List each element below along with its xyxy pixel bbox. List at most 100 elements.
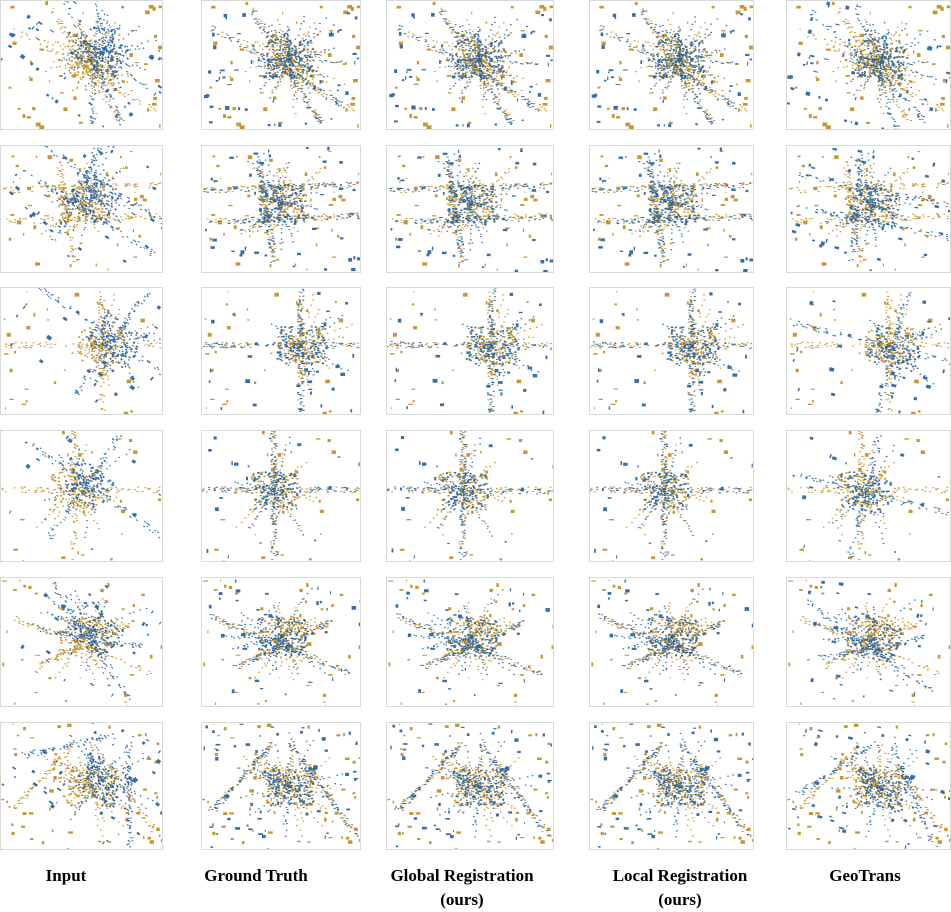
source-point-cloud bbox=[1, 723, 162, 849]
panel-scene-5-global-registration bbox=[386, 577, 554, 707]
source-point-cloud bbox=[202, 288, 359, 413]
point-cloud-render bbox=[787, 431, 950, 561]
panel-scene-6-input bbox=[0, 722, 163, 850]
column-label-global-registration-sublabel: (ours) bbox=[440, 890, 484, 909]
column-label-geotrans-text: GeoTrans bbox=[829, 866, 901, 885]
source-point-cloud bbox=[597, 579, 753, 705]
panel-scene-3-ground-truth bbox=[201, 287, 361, 415]
source-point-cloud bbox=[792, 291, 950, 414]
point-cloud-render bbox=[389, 1, 553, 129]
panel-scene-2-ground-truth bbox=[201, 145, 361, 273]
panel-scene-4-local-registration bbox=[589, 430, 754, 562]
panel-scene-1-geotrans bbox=[786, 0, 951, 130]
point-cloud-render bbox=[590, 288, 753, 414]
panel-scene-5-geotrans bbox=[786, 577, 951, 707]
target-point-cloud bbox=[2, 151, 162, 271]
point-cloud-render bbox=[202, 288, 360, 414]
point-cloud-render bbox=[788, 578, 950, 706]
point-cloud-render bbox=[203, 146, 360, 272]
source-point-cloud bbox=[787, 1, 950, 129]
panel-scene-4-input bbox=[0, 430, 163, 562]
source-point-cloud bbox=[1, 431, 162, 551]
point-cloud-render bbox=[789, 290, 950, 414]
panel-scene-4-ground-truth bbox=[201, 430, 361, 562]
column-label-geotrans: GeoTrans bbox=[800, 864, 930, 888]
source-point-cloud bbox=[1, 1, 162, 128]
source-point-cloud bbox=[8, 146, 162, 272]
panel-scene-6-local-registration bbox=[589, 722, 754, 850]
point-cloud-render bbox=[788, 147, 950, 272]
point-cloud-render bbox=[787, 1, 950, 129]
source-point-cloud bbox=[387, 431, 553, 559]
target-point-cloud bbox=[202, 723, 360, 849]
target-point-cloud bbox=[591, 151, 753, 271]
panel-scene-3-geotrans bbox=[786, 287, 951, 415]
panel-scene-1-ground-truth bbox=[201, 0, 361, 130]
target-point-cloud bbox=[8, 1, 162, 129]
panel-scene-3-input bbox=[0, 287, 163, 415]
point-cloud-render bbox=[387, 431, 553, 561]
panel-scene-2-local-registration bbox=[589, 145, 754, 273]
panel-scene-2-geotrans bbox=[786, 145, 951, 273]
point-cloud-render bbox=[1, 723, 162, 849]
source-point-cloud bbox=[591, 147, 753, 272]
target-point-cloud bbox=[204, 290, 360, 414]
point-cloud-render bbox=[202, 723, 360, 849]
column-label-local-registration-text: Local Registration bbox=[612, 866, 748, 885]
target-point-cloud bbox=[590, 723, 753, 849]
column-label-input: Input bbox=[20, 864, 112, 888]
panel-scene-6-geotrans bbox=[786, 722, 951, 850]
point-cloud-render bbox=[1, 1, 162, 129]
target-point-cloud bbox=[203, 151, 360, 271]
source-point-cloud bbox=[389, 9, 553, 128]
source-point-cloud bbox=[203, 723, 360, 849]
point-cloud-render bbox=[387, 723, 553, 849]
panel-scene-4-global-registration bbox=[386, 430, 554, 562]
source-point-cloud bbox=[806, 578, 950, 700]
source-point-cloud bbox=[203, 146, 360, 272]
source-point-cloud bbox=[590, 288, 752, 414]
point-cloud-render bbox=[591, 579, 753, 706]
point-cloud-render bbox=[387, 288, 553, 414]
column-label-global-registration-text: Global Registration bbox=[390, 866, 534, 885]
point-cloud-render bbox=[591, 147, 753, 272]
source-point-cloud bbox=[390, 723, 553, 848]
source-point-cloud bbox=[787, 431, 950, 558]
point-cloud-render bbox=[787, 723, 950, 849]
point-cloud-render bbox=[203, 579, 360, 706]
source-point-cloud bbox=[20, 578, 162, 701]
source-point-cloud bbox=[788, 723, 950, 849]
point-cloud-render bbox=[591, 1, 753, 129]
point-cloud-render bbox=[590, 723, 753, 849]
column-label-input-text: Input bbox=[45, 866, 87, 885]
column-label-local-registration: Local Registration (ours) bbox=[590, 864, 770, 912]
target-point-cloud bbox=[1, 431, 162, 561]
source-point-cloud bbox=[389, 148, 553, 272]
target-point-cloud bbox=[389, 290, 553, 414]
panel-scene-2-global-registration bbox=[386, 145, 554, 273]
panel-scene-6-global-registration bbox=[386, 722, 554, 850]
panel-scene-3-local-registration bbox=[589, 287, 754, 415]
panel-scene-4-geotrans bbox=[786, 430, 951, 562]
panel-scene-1-input bbox=[0, 0, 163, 130]
target-point-cloud bbox=[3, 290, 162, 414]
point-cloud-render bbox=[2, 146, 162, 272]
point-cloud-render bbox=[2, 578, 162, 706]
target-point-cloud bbox=[1, 723, 162, 849]
target-point-cloud bbox=[787, 723, 950, 849]
source-point-cloud bbox=[202, 431, 360, 559]
target-point-cloud bbox=[788, 151, 950, 271]
column-label-ground-truth-text: Ground Truth bbox=[204, 866, 308, 885]
point-cloud-render bbox=[388, 148, 553, 272]
target-point-cloud bbox=[202, 431, 360, 561]
column-label-ground-truth: Ground Truth bbox=[186, 864, 326, 888]
source-point-cloud bbox=[9, 288, 162, 414]
target-point-cloud bbox=[592, 290, 753, 414]
panel-scene-1-global-registration bbox=[386, 0, 554, 130]
source-point-cloud bbox=[387, 288, 552, 414]
point-cloud-render bbox=[204, 1, 360, 129]
panel-scene-5-input bbox=[0, 577, 163, 707]
target-point-cloud bbox=[2, 579, 162, 706]
panel-scene-3-global-registration bbox=[386, 287, 554, 415]
